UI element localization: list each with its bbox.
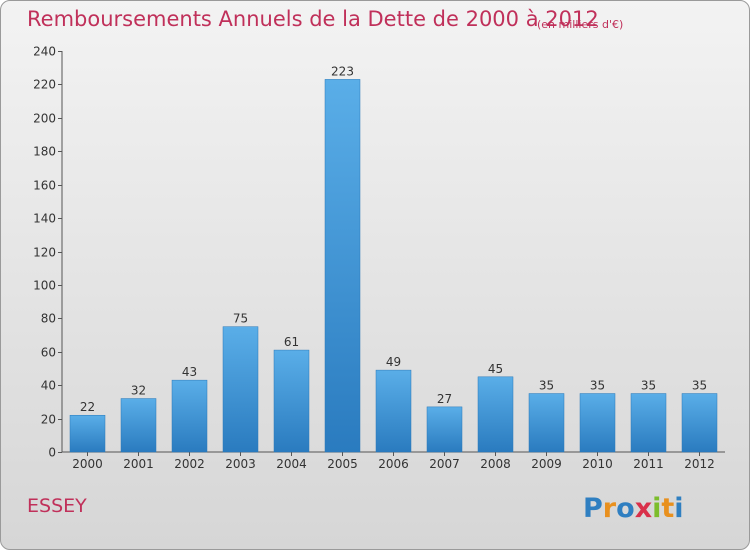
y-tick-label: 60 [41, 346, 56, 360]
y-tick-label: 100 [33, 279, 56, 293]
bar [630, 393, 667, 453]
bar [528, 393, 565, 453]
bar-value-label: 35 [692, 379, 707, 393]
x-tick-label: 2000 [72, 457, 103, 471]
bar-value-label: 35 [590, 379, 605, 393]
bar-value-label: 35 [539, 379, 554, 393]
x-tick-label: 2002 [174, 457, 205, 471]
y-tick-label: 140 [33, 212, 56, 226]
bar [477, 376, 514, 453]
x-tick-label: 2007 [429, 457, 460, 471]
bar-value-label: 27 [437, 392, 452, 406]
bar-value-label: 32 [131, 384, 146, 398]
bar-value-label: 45 [488, 362, 503, 376]
y-tick-label: 240 [33, 45, 56, 59]
y-tick-label: 180 [33, 145, 56, 159]
bar [375, 369, 412, 453]
y-tick-label: 80 [41, 312, 56, 326]
bar [426, 406, 463, 453]
bar-value-label: 43 [182, 365, 197, 379]
y-tick-label: 200 [33, 112, 56, 126]
bar [171, 379, 208, 453]
bar-value-label: 35 [641, 379, 656, 393]
y-tick-label: 40 [41, 379, 56, 393]
y-tick-label: 20 [41, 413, 56, 427]
x-tick-label: 2001 [123, 457, 154, 471]
x-tick-label: 2006 [378, 457, 409, 471]
y-tick-label: 220 [33, 78, 56, 92]
bar [69, 414, 106, 453]
chart-title: Remboursements Annuels de la Dette de 20… [27, 7, 599, 31]
x-tick-label: 2011 [633, 457, 664, 471]
bar-value-label: 61 [284, 335, 299, 349]
x-tick-label: 2004 [276, 457, 307, 471]
bar [681, 393, 718, 453]
svg-text:Proxiti: Proxiti [583, 493, 684, 524]
bar [324, 79, 361, 453]
proxiti-logo: Proxiti [583, 493, 684, 524]
bar [120, 398, 157, 453]
x-tick-label: 2012 [684, 457, 715, 471]
bar-chart: 0 20 40 60 80 100 120 140 160 180 200 220 240 2000 200… [33, 45, 725, 471]
bar-value-label: 75 [233, 312, 248, 326]
bar [273, 349, 310, 453]
y-tick-label: 0 [48, 446, 56, 460]
chart-subtitle: (en milliers d'€) [537, 18, 624, 31]
x-tick-label: 2003 [225, 457, 256, 471]
bar [222, 326, 259, 453]
x-tick-label: 2008 [480, 457, 511, 471]
y-tick-label: 160 [33, 179, 56, 193]
bar [579, 393, 616, 453]
bar-value-label: 49 [386, 355, 401, 369]
x-tick-label: 2009 [531, 457, 562, 471]
bar-value-label: 223 [331, 64, 354, 78]
bar-value-label: 22 [80, 400, 95, 414]
x-tick-label: 2010 [582, 457, 613, 471]
y-tick-label: 120 [33, 246, 56, 260]
x-tick-label: 2005 [327, 457, 358, 471]
commune-name: ESSEY [27, 495, 87, 517]
